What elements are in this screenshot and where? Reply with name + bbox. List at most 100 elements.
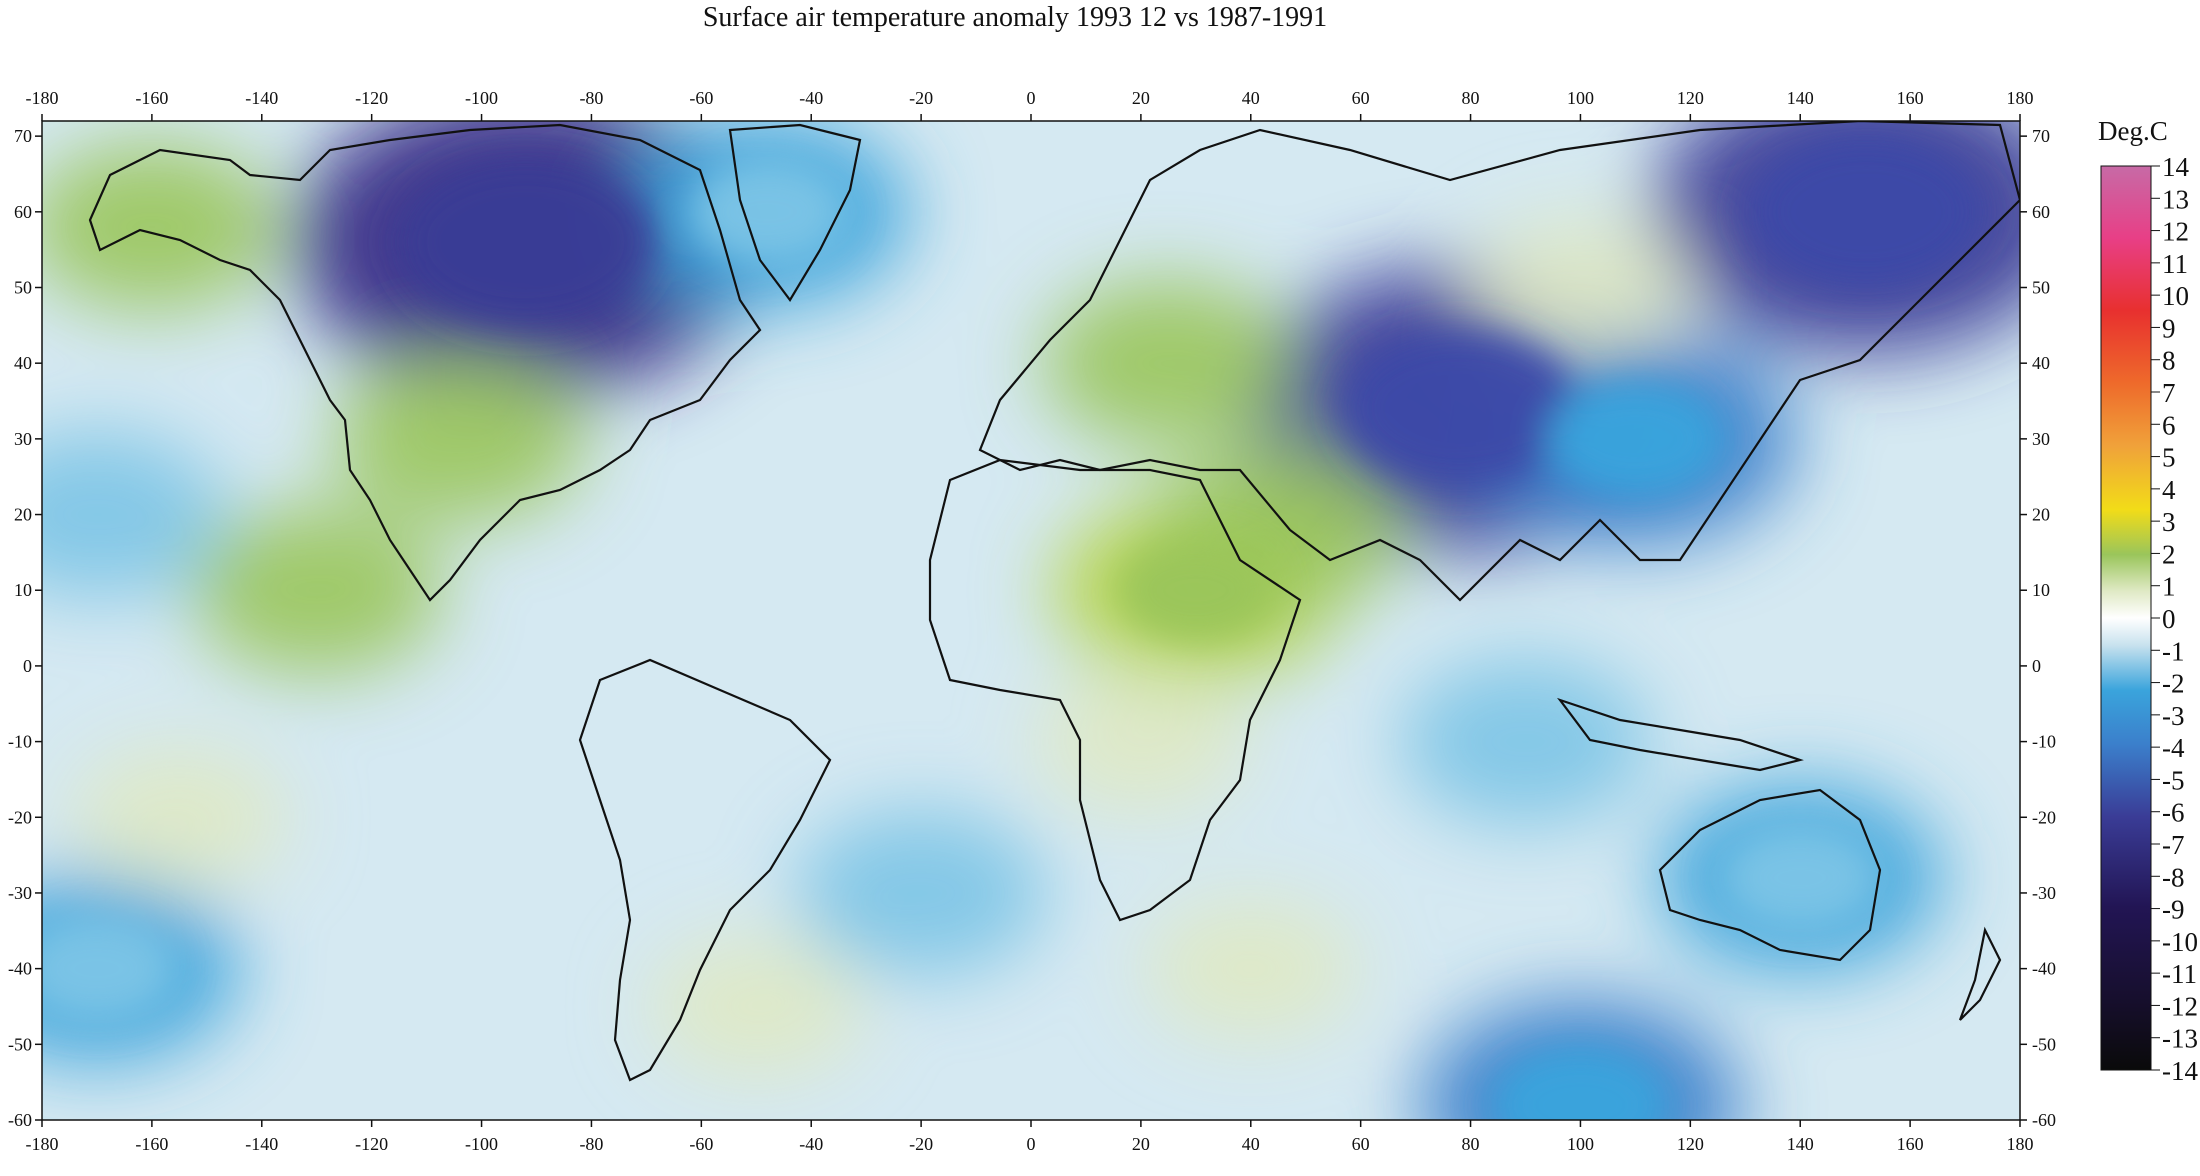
- colorbar-label: -1: [2162, 636, 2185, 666]
- anomaly-region-cold-indian-ocean: [1399, 657, 1652, 826]
- x-tick-label-bottom: -120: [355, 1134, 388, 1154]
- north-america-outline: [88, 123, 762, 602]
- x-tick-label-top: 60: [1352, 88, 1370, 108]
- colorbar-labels: 14131211109876543210-1-2-3-4-5-6-7-8-9-1…: [2151, 152, 2198, 1086]
- x-tick-label-top: -60: [689, 88, 713, 108]
- anomaly-region-warm-siberia: [1472, 215, 1689, 360]
- x-tick-label-top: 120: [1677, 88, 1704, 108]
- anomaly-region-warm-indian-south: [1142, 896, 1359, 1041]
- colorbar-label: -10: [2162, 927, 2198, 957]
- y-tick-label-left: -30: [8, 883, 32, 903]
- anomaly-region-warm-europe: [1042, 279, 1295, 448]
- y-tick-label-right: 10: [2032, 580, 2050, 600]
- colorbar-label: -12: [2162, 991, 2198, 1021]
- x-tick-label-top: 80: [1462, 88, 1480, 108]
- anomaly-region-warm-pacific: [190, 506, 443, 675]
- y-tick-label-left: -50: [8, 1034, 32, 1054]
- coastlines: [88, 121, 2020, 1082]
- anomaly-core-cold-north-atlantic: [688, 159, 847, 265]
- south-america-outline: [578, 658, 832, 1082]
- x-tick-label-bottom: 20: [1132, 1134, 1150, 1154]
- colorbar-label: -5: [2162, 765, 2185, 795]
- y-tick-label-right: 70: [2032, 126, 2050, 146]
- map-axes: -180-180-160-160-140-140-120-120-100-100…: [8, 88, 2056, 1154]
- x-tick-label-bottom: 80: [1462, 1134, 1480, 1154]
- x-tick-label-top: -180: [26, 88, 59, 108]
- anomaly-core-warm-egypt: [1116, 537, 1276, 644]
- x-tick-label-top: 140: [1787, 88, 1814, 108]
- y-tick-label-left: -10: [8, 732, 32, 752]
- colorbar-label: 0: [2162, 604, 2176, 634]
- y-tick-label-left: 70: [14, 126, 32, 146]
- map-plot-area: [42, 121, 2020, 1120]
- colorbar: 14131211109876543210-1-2-3-4-5-6-7-8-9-1…: [2100, 152, 2198, 1086]
- anomaly-core-cold-australia: [1721, 825, 1880, 931]
- colorbar-label: -7: [2162, 830, 2185, 860]
- y-tick-label-right: -10: [2032, 732, 2056, 752]
- colorbar-label: 3: [2162, 507, 2176, 537]
- x-tick-label-bottom: -40: [799, 1134, 823, 1154]
- y-tick-label-right: -50: [2032, 1034, 2056, 1054]
- anomaly-region-warm-africa: [1032, 669, 1249, 814]
- anomaly-region-warm-south-america: [648, 934, 865, 1079]
- x-tick-label-bottom: -160: [135, 1134, 168, 1154]
- y-tick-label-right: 50: [2032, 278, 2050, 298]
- anomaly-core-cold-far-south: [1491, 1045, 1670, 1120]
- colorbar-label: 13: [2162, 184, 2189, 214]
- x-tick-label-bottom: -60: [689, 1134, 713, 1154]
- colorbar-label: -14: [2162, 1056, 2198, 1086]
- colorbar-label: 8: [2162, 346, 2176, 376]
- colorbar-label: 2: [2162, 539, 2176, 569]
- colorbar-gradient: [2100, 165, 2152, 1071]
- greenland-outline: [728, 123, 862, 302]
- x-tick-label-top: -100: [465, 88, 498, 108]
- anomaly-core-cold-central-asia: [1340, 329, 1579, 488]
- x-tick-label-bottom: 140: [1787, 1134, 1814, 1154]
- colorbar-label: 14: [2162, 152, 2190, 182]
- x-tick-label-top: -140: [245, 88, 278, 108]
- y-tick-label-right: 0: [2032, 656, 2041, 676]
- x-tick-label-bottom: 40: [1242, 1134, 1260, 1154]
- colorbar-label: -6: [2162, 798, 2185, 828]
- eurasia-outline: [978, 121, 2020, 602]
- y-tick-label-right: -40: [2032, 959, 2056, 979]
- colorbar-label: 12: [2162, 217, 2189, 247]
- x-tick-label-bottom: -100: [465, 1134, 498, 1154]
- y-tick-label-right: -60: [2032, 1110, 2056, 1130]
- x-tick-label-top: -80: [579, 88, 603, 108]
- y-tick-label-right: -30: [2032, 883, 2056, 903]
- y-tick-label-left: -20: [8, 807, 32, 827]
- x-tick-label-bottom: -80: [579, 1134, 603, 1154]
- colorbar-label: -11: [2162, 959, 2197, 989]
- anomaly-core-cold-south-pacific: [42, 915, 177, 1022]
- y-tick-label-left: 60: [14, 202, 32, 222]
- x-tick-label-top: -20: [909, 88, 933, 108]
- y-tick-label-left: 50: [14, 278, 32, 298]
- x-tick-label-bottom: 0: [1027, 1134, 1036, 1154]
- y-tick-label-right: -20: [2032, 807, 2056, 827]
- colorbar-label: -9: [2162, 895, 2185, 925]
- x-tick-label-top: 0: [1027, 88, 1036, 108]
- x-tick-label-top: -40: [799, 88, 823, 108]
- colorbar-label: 6: [2162, 410, 2176, 440]
- anomaly-region-warm-south-pacific: [71, 745, 288, 890]
- anomaly-region-warm-alaska: [42, 142, 278, 311]
- x-tick-label-top: 180: [2007, 88, 2034, 108]
- x-tick-label-bottom: 160: [1897, 1134, 1924, 1154]
- anomaly-core-cold-canada: [396, 156, 655, 328]
- anomaly-region-cold-south-atlantic: [795, 808, 1048, 977]
- chart-title: Surface air temperature anomaly 1993 12 …: [702, 2, 1328, 33]
- x-tick-label-bottom: 100: [1567, 1134, 1594, 1154]
- indonesia-outline: [1557, 697, 1804, 772]
- colorbar-label: 5: [2162, 443, 2176, 473]
- australia-outline: [1658, 788, 1882, 962]
- y-tick-label-right: 30: [2032, 429, 2050, 449]
- x-tick-label-top: 160: [1897, 88, 1924, 108]
- colorbar-unit-label: Deg.C: [2098, 116, 2168, 146]
- colorbar-label: -13: [2162, 1024, 2198, 1054]
- x-tick-label-top: -160: [135, 88, 168, 108]
- colorbar-label: -4: [2162, 733, 2185, 763]
- x-tick-label-bottom: -140: [245, 1134, 278, 1154]
- colorbar-label: 9: [2162, 313, 2176, 343]
